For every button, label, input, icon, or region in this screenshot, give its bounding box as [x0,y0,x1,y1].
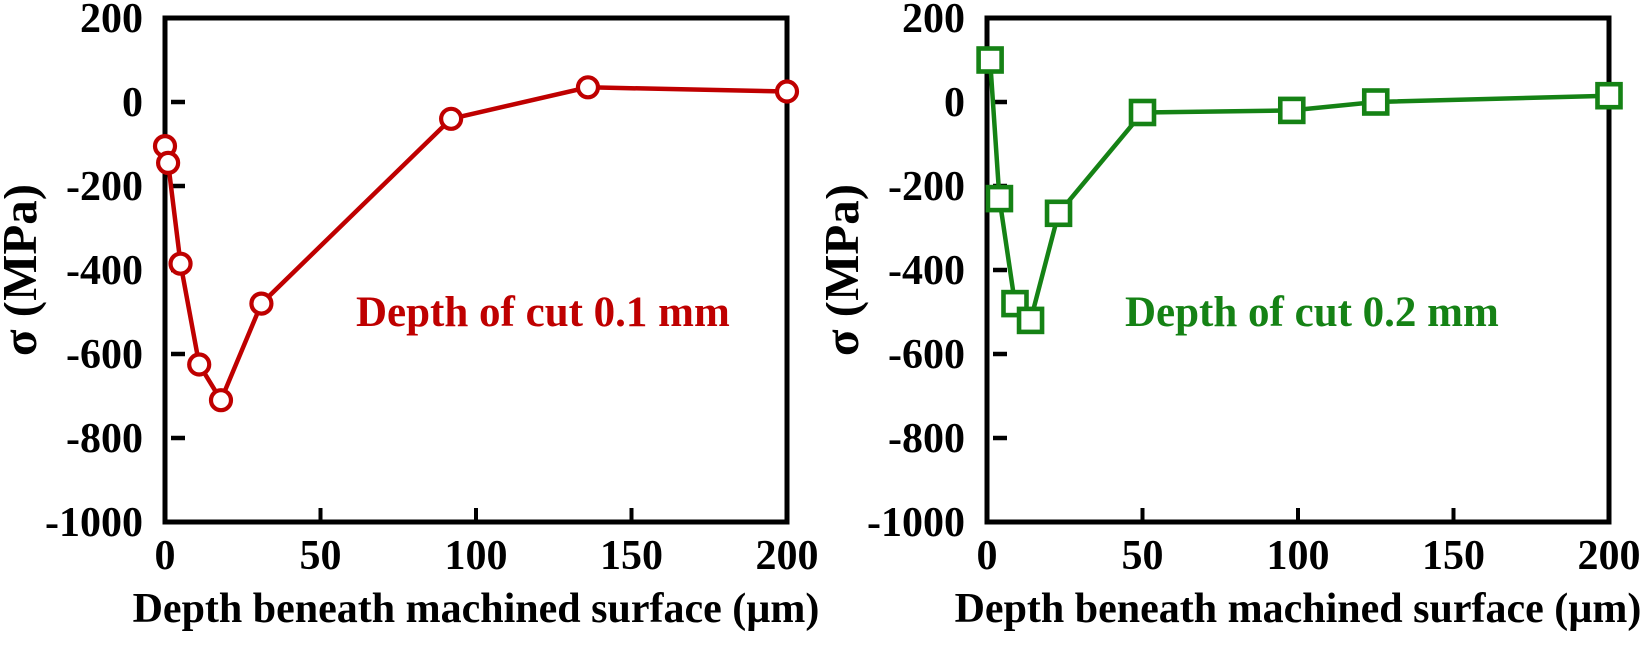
svg-text:-600: -600 [888,332,965,378]
svg-text:σ (MPa): σ (MPa) [4,184,47,356]
svg-text:0: 0 [977,533,998,579]
svg-text:-200: -200 [66,164,143,210]
svg-text:-1000: -1000 [867,500,965,546]
svg-text:-800: -800 [888,416,965,462]
svg-text:150: 150 [600,533,663,579]
svg-text:0: 0 [155,533,176,579]
svg-text:200: 200 [756,533,819,579]
svg-text:100: 100 [1267,533,1330,579]
svg-text:50: 50 [1122,533,1164,579]
svg-text:0: 0 [122,80,143,126]
svg-text:Depth of cut 0.2 mm: Depth of cut 0.2 mm [1125,289,1499,336]
svg-text:-800: -800 [66,416,143,462]
svg-text:-400: -400 [888,248,965,294]
svg-text:Depth beneath machined surface: Depth beneath machined surface (µm) [955,586,1642,632]
svg-text:50: 50 [300,533,342,579]
svg-text:200: 200 [1578,533,1641,579]
svg-text:100: 100 [445,533,508,579]
svg-text:-1000: -1000 [45,500,143,546]
svg-text:200: 200 [80,0,143,42]
svg-text:σ (MPa): σ (MPa) [826,184,869,356]
svg-text:-400: -400 [66,248,143,294]
svg-text:0: 0 [944,80,965,126]
svg-text:-600: -600 [66,332,143,378]
svg-text:150: 150 [1422,533,1485,579]
svg-text:-200: -200 [888,164,965,210]
svg-text:Depth beneath machined surface: Depth beneath machined surface (µm) [133,586,820,632]
svg-text:Depth of cut 0.1 mm: Depth of cut 0.1 mm [356,289,730,336]
svg-text:200: 200 [902,0,965,42]
